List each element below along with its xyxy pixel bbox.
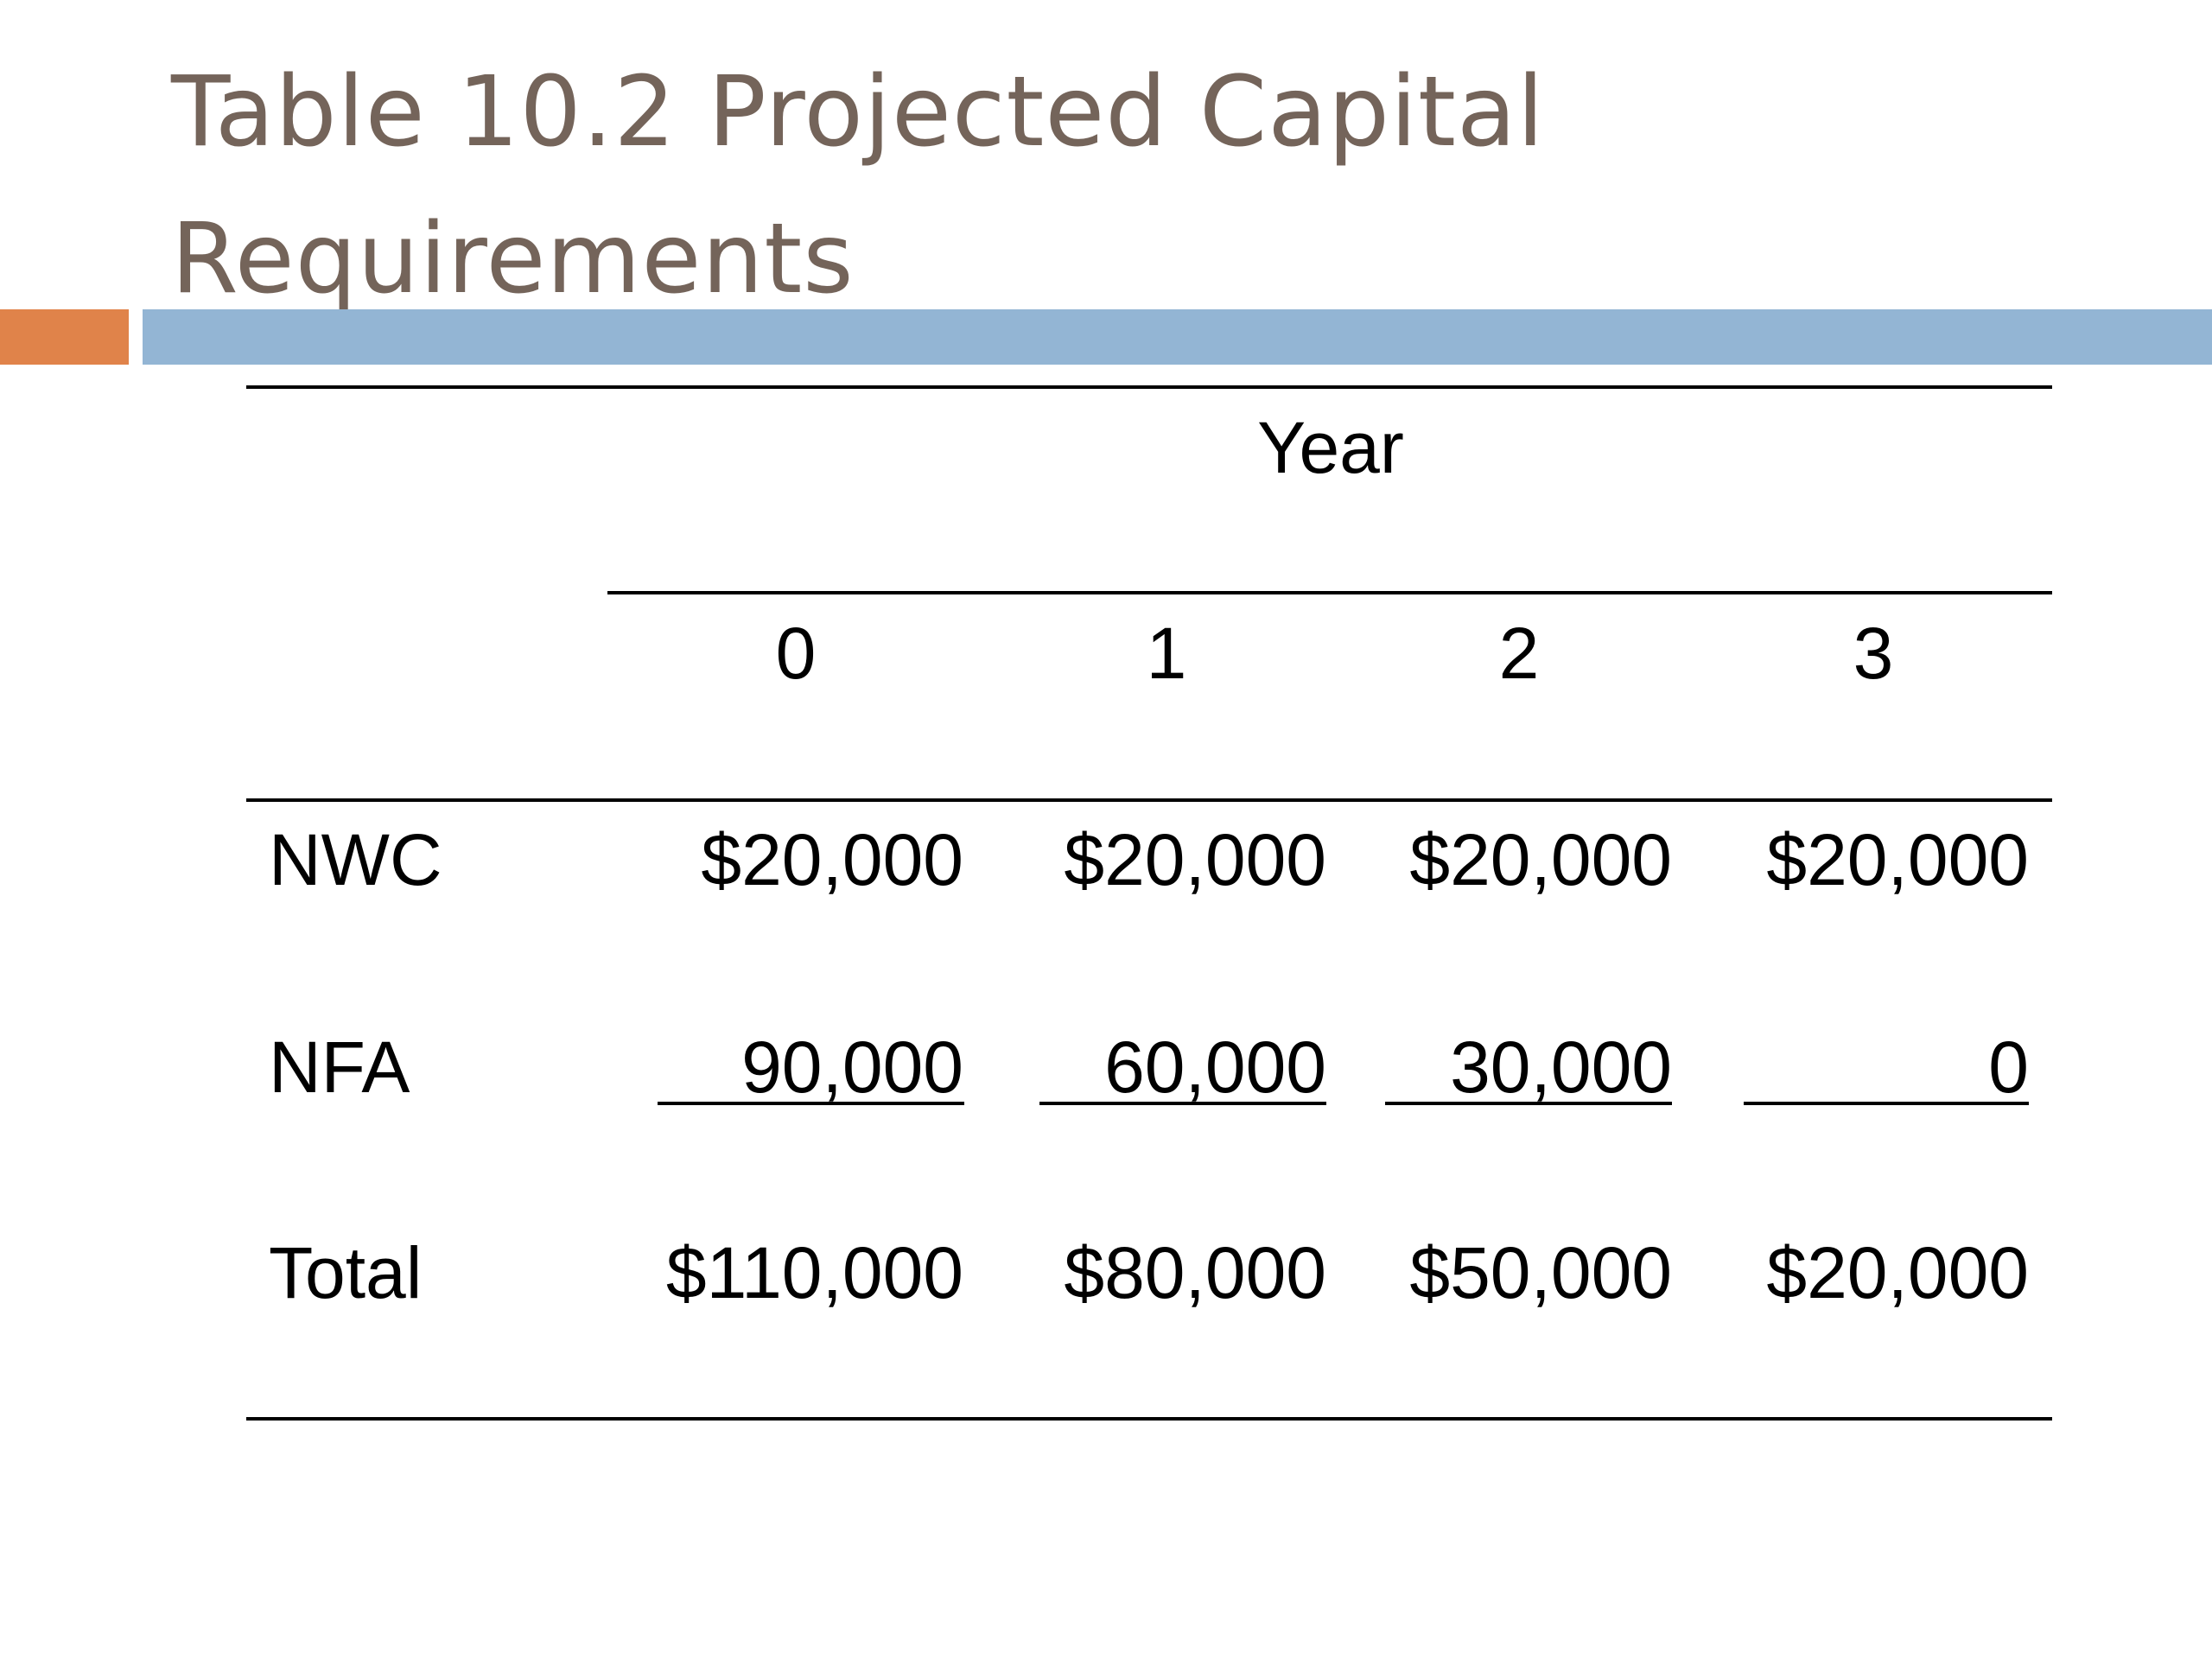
subtotal-underline [1039, 1102, 1326, 1105]
table-cell: $20,000 [1409, 819, 1672, 900]
table-top-rule [246, 385, 2052, 389]
table-cell: 30,000 [1450, 1027, 1672, 1108]
table-cell: $110,000 [665, 1232, 963, 1313]
table-cell: $20,000 [1064, 819, 1326, 900]
slide-title: Table 10.2 Projected Capital Requirement… [171, 56, 1545, 315]
column-header-year-0: 0 [775, 613, 817, 694]
table-cell: 0 [1988, 1027, 2029, 1108]
year-group-header: Year [1257, 407, 1404, 488]
table-cell: $80,000 [1064, 1232, 1326, 1313]
subtotal-underline [658, 1102, 964, 1105]
title-accent-blue-bar [143, 309, 2212, 365]
column-header-year-1: 1 [1146, 613, 1187, 694]
title-accent-orange-bar [0, 309, 129, 365]
table-cell: $20,000 [701, 819, 963, 900]
subtotal-underline [1744, 1102, 2029, 1105]
row-label-nfa: NFA [269, 1027, 410, 1108]
row-label-nwc: NWC [269, 819, 442, 900]
column-header-rule [246, 798, 2052, 802]
row-label-total: Total [269, 1232, 423, 1313]
table-cell: $20,000 [1766, 819, 2029, 900]
table-cell: 60,000 [1104, 1027, 1326, 1108]
year-header-rule [607, 591, 2052, 594]
table-cell: 90,000 [741, 1027, 963, 1108]
table-cell: $20,000 [1766, 1232, 2029, 1313]
table-cell: $50,000 [1409, 1232, 1672, 1313]
subtotal-underline [1385, 1102, 1672, 1105]
column-header-year-3: 3 [1853, 613, 1894, 694]
table-bottom-rule [246, 1417, 2052, 1421]
column-header-year-2: 2 [1498, 613, 1540, 694]
